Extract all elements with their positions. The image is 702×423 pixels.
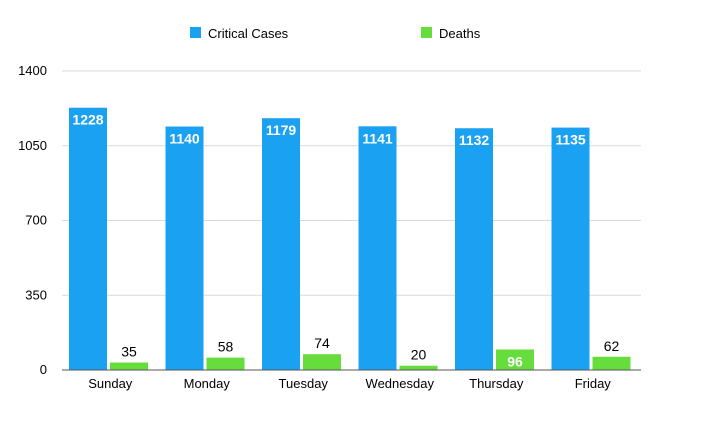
- bar-deaths: [206, 357, 245, 370]
- bar-deaths: [110, 362, 148, 370]
- data-label: 1132: [459, 132, 490, 148]
- bar-deaths: [303, 354, 341, 370]
- x-tick-label: Sunday: [88, 376, 133, 391]
- x-tick-label: Tuesday: [279, 376, 329, 391]
- data-label: 1135: [555, 132, 586, 148]
- bar-critical-cases: [69, 107, 107, 370]
- bar-critical-cases: [358, 126, 397, 370]
- data-label: 1228: [72, 112, 103, 128]
- legend: Critical Cases Deaths: [190, 26, 481, 41]
- x-tick-label: Wednesday: [366, 376, 435, 391]
- axes: 0 350 700 1050 1400 Sunday Monday Tuesday Wednes…: [18, 63, 641, 391]
- legend-swatch: [421, 27, 432, 38]
- x-tick-label: Monday: [184, 376, 231, 391]
- data-label: 1179: [266, 122, 297, 138]
- data-label: 1141: [362, 130, 393, 146]
- data-label: 96: [507, 353, 523, 369]
- data-label: 62: [604, 338, 620, 354]
- y-tick-label: 350: [25, 287, 47, 302]
- x-tick-label: Friday: [575, 376, 612, 391]
- x-tick-label: Thursday: [469, 376, 524, 391]
- bar-critical-cases: [551, 127, 590, 370]
- y-tick-label: 1050: [18, 138, 47, 153]
- bar-critical-cases: [455, 128, 493, 370]
- y-tick-label: 700: [25, 213, 47, 228]
- bar-deaths: [399, 365, 438, 370]
- bar-deaths: [592, 356, 631, 370]
- gridlines: [62, 70, 641, 296]
- legend-label: Deaths: [439, 26, 481, 41]
- data-label: 58: [218, 339, 234, 355]
- bar-critical-cases: [262, 118, 300, 371]
- data-label: 20: [411, 347, 427, 363]
- bars: [69, 107, 631, 371]
- bar-deaths: [496, 349, 534, 370]
- y-tick-label: 1400: [18, 63, 47, 78]
- legend-swatch: [190, 27, 201, 38]
- data-label: 74: [314, 335, 330, 351]
- data-label: 35: [121, 344, 137, 360]
- data-labels: 1228 1140 1179 1141 1132 1135 35 58 74 20 96 62: [72, 112, 619, 370]
- data-label: 1140: [169, 131, 200, 147]
- y-tick-label: 0: [40, 362, 47, 377]
- bar-critical-cases: [165, 126, 204, 371]
- legend-label: Critical Cases: [208, 26, 289, 41]
